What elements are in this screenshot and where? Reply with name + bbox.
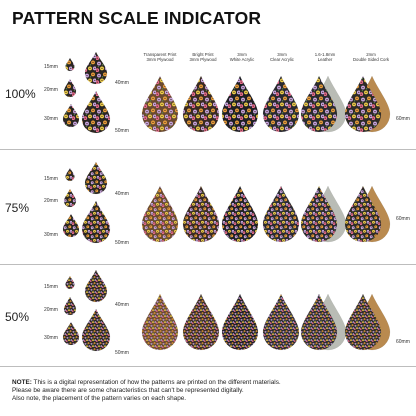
drop-leather <box>300 75 338 133</box>
drop-material-3 <box>262 75 300 133</box>
scale-label-75: 75% <box>5 201 30 215</box>
drop-material-1 <box>182 293 220 351</box>
size-label: 50mm <box>115 240 129 246</box>
size-label: 40mm <box>115 191 129 197</box>
column-header-line: 3mm <box>237 52 247 57</box>
drop-cork <box>344 185 382 243</box>
column-header-line: Transparent Print <box>143 52 177 57</box>
page-title: PATTERN SCALE INDICATOR <box>12 8 262 28</box>
drop-30mm <box>62 103 80 128</box>
drop-30mm <box>62 321 80 346</box>
drop-15mm <box>65 167 75 182</box>
drop-cork <box>344 293 382 351</box>
column-header-line: 3mm Plywood <box>189 57 217 63</box>
column-header-line: Double Sided Cork <box>352 57 390 63</box>
note-line-2: Please be aware there are some character… <box>12 387 244 394</box>
size-label: 20mm <box>44 307 58 313</box>
drop-material-1 <box>182 75 220 133</box>
column-header-line: Leather <box>317 57 333 63</box>
column-header-line: Clear Acrylic <box>270 57 294 63</box>
column-header-line: 3mm Plywood <box>146 57 174 63</box>
size-label: 15mm <box>44 64 58 70</box>
column-header-transparent-print: Transparent Print 3mm Plywood <box>134 52 186 62</box>
scale-label-50: 50% <box>5 310 30 324</box>
drop-20mm <box>63 188 77 208</box>
column-header-line: Bright Print <box>192 52 214 57</box>
drop-leather <box>300 185 338 243</box>
size-label: 15mm <box>44 284 58 290</box>
size-label: 30mm <box>44 335 58 341</box>
drop-material-3 <box>262 293 300 351</box>
column-header-line: 1.6-1.8mm <box>314 52 336 57</box>
drop-material-3 <box>262 185 300 243</box>
drop-20mm <box>63 296 77 316</box>
drop-50mm <box>81 308 111 352</box>
note-line-3: Also note, the placement of the pattern … <box>12 395 187 402</box>
drop-leather <box>300 293 338 351</box>
column-header-line: White Acrylic <box>229 57 255 63</box>
section-divider <box>0 264 416 265</box>
size-label: 15mm <box>44 176 58 182</box>
drop-15mm <box>65 275 75 290</box>
drop-40mm <box>84 269 108 303</box>
column-header-bright-print: Bright Print 3mm Plywood <box>177 52 229 62</box>
size-label: 60mm <box>396 116 410 122</box>
column-header-white-acrylic: 3mm White Acrylic <box>216 52 268 62</box>
drop-material-2 <box>221 185 259 243</box>
drop-material-1 <box>182 185 220 243</box>
drop-40mm <box>84 161 108 195</box>
column-header-clear-acrylic: 3mm Clear Acrylic <box>256 52 308 62</box>
column-header-line: 3mm <box>277 52 287 57</box>
drop-material-2 <box>221 293 259 351</box>
size-label: 40mm <box>115 80 129 86</box>
size-label: 20mm <box>44 198 58 204</box>
drop-50mm <box>81 90 111 134</box>
note-line-1: This is a digital representation of how … <box>31 379 281 386</box>
drop-50mm <box>81 200 111 244</box>
drop-30mm <box>62 213 80 238</box>
drop-cork <box>344 75 382 133</box>
column-header-leather: 1.6-1.8mm Leather <box>299 52 351 62</box>
drop-material-0 <box>141 293 179 351</box>
section-divider <box>0 149 416 150</box>
drop-40mm <box>84 51 108 85</box>
disclaimer-note: NOTE: This is a digital representation o… <box>12 379 408 403</box>
size-label: 50mm <box>115 128 129 134</box>
size-label: 60mm <box>396 339 410 345</box>
size-label: 30mm <box>44 116 58 122</box>
section-divider <box>0 366 416 367</box>
column-header-line: 2mm <box>366 52 376 57</box>
drop-15mm <box>65 57 75 72</box>
drop-20mm <box>63 78 77 98</box>
size-label: 20mm <box>44 87 58 93</box>
note-label: NOTE: <box>12 379 32 386</box>
size-label: 50mm <box>115 350 129 356</box>
scale-label-100: 100% <box>5 87 36 101</box>
drop-material-0 <box>141 185 179 243</box>
drop-material-0 <box>141 75 179 133</box>
size-label: 60mm <box>396 216 410 222</box>
drop-material-2 <box>221 75 259 133</box>
column-header-cork: 2mm Double Sided Cork <box>345 52 397 62</box>
size-label: 40mm <box>115 302 129 308</box>
size-label: 30mm <box>44 232 58 238</box>
